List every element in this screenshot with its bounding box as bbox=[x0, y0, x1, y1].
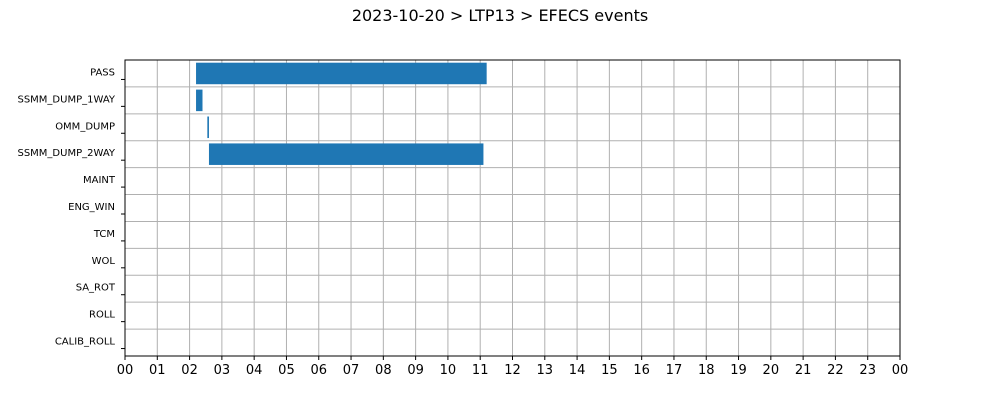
y-tick-label: SA_ROT bbox=[76, 283, 116, 294]
x-tick-label: 18 bbox=[698, 363, 715, 378]
x-tick-label: 08 bbox=[375, 363, 392, 378]
chart-title: 2023-10-20 > LTP13 > EFECS events bbox=[351, 6, 649, 25]
x-tick-label: 17 bbox=[666, 363, 683, 378]
x-tick-label: 23 bbox=[859, 363, 876, 378]
y-tick-label: SSMM_DUMP_1WAY bbox=[17, 94, 115, 105]
x-tick-label: 19 bbox=[730, 363, 747, 378]
x-tick-label: 13 bbox=[537, 363, 554, 378]
x-tick-label: 02 bbox=[181, 363, 198, 378]
x-tick-label: 00 bbox=[117, 363, 134, 378]
x-tick-label: 10 bbox=[440, 363, 457, 378]
event-bar-ssmm-dump-1way bbox=[196, 89, 203, 112]
x-axis: 00 01 02 03 04 05 06 07 08 09 10 11 12 13 14 15 16 17 18 19… bbox=[117, 356, 909, 378]
y-tick-label: CALIB_ROLL bbox=[55, 337, 116, 348]
x-tick-label: 00 bbox=[892, 363, 909, 378]
x-tick-label: 03 bbox=[214, 363, 231, 378]
event-bar-ssmm-dump-2way bbox=[208, 143, 484, 165]
x-tick-label: 09 bbox=[407, 363, 424, 378]
y-axis: PASS SSMM_DUMP_1WAY OMM_DUMP SSMM_DUMP_2WAY… bbox=[17, 67, 125, 350]
x-tick-label: 14 bbox=[569, 363, 586, 378]
x-tick-label: 07 bbox=[343, 363, 360, 378]
x-tick-label: 15 bbox=[601, 363, 618, 378]
x-tick-label: 05 bbox=[278, 363, 295, 378]
x-tick-label: 06 bbox=[310, 363, 327, 378]
grid bbox=[124, 60, 901, 356]
y-tick-label: TCM bbox=[93, 229, 115, 240]
event-bar-omm-dump bbox=[207, 116, 209, 139]
x-tick-label: 04 bbox=[246, 363, 263, 378]
x-tick-label: 11 bbox=[472, 363, 489, 378]
y-tick-label: WOL bbox=[92, 256, 116, 267]
x-tick-label: 20 bbox=[763, 363, 780, 378]
bars bbox=[196, 62, 487, 165]
y-tick-label: MAINT bbox=[83, 175, 116, 186]
x-tick-label: 12 bbox=[504, 363, 521, 378]
y-tick-label: OMM_DUMP bbox=[55, 121, 115, 132]
x-tick-label: 01 bbox=[149, 363, 166, 378]
y-tick-label: ROLL bbox=[89, 310, 115, 321]
x-tick-label: 21 bbox=[795, 363, 812, 378]
x-tick-label: 22 bbox=[827, 363, 844, 378]
event-bar-pass bbox=[196, 62, 487, 85]
y-tick-label: PASS bbox=[90, 67, 115, 78]
y-tick-label: SSMM_DUMP_2WAY bbox=[17, 148, 115, 159]
x-tick-label: 16 bbox=[633, 363, 650, 378]
y-tick-label: ENG_WIN bbox=[68, 202, 115, 213]
